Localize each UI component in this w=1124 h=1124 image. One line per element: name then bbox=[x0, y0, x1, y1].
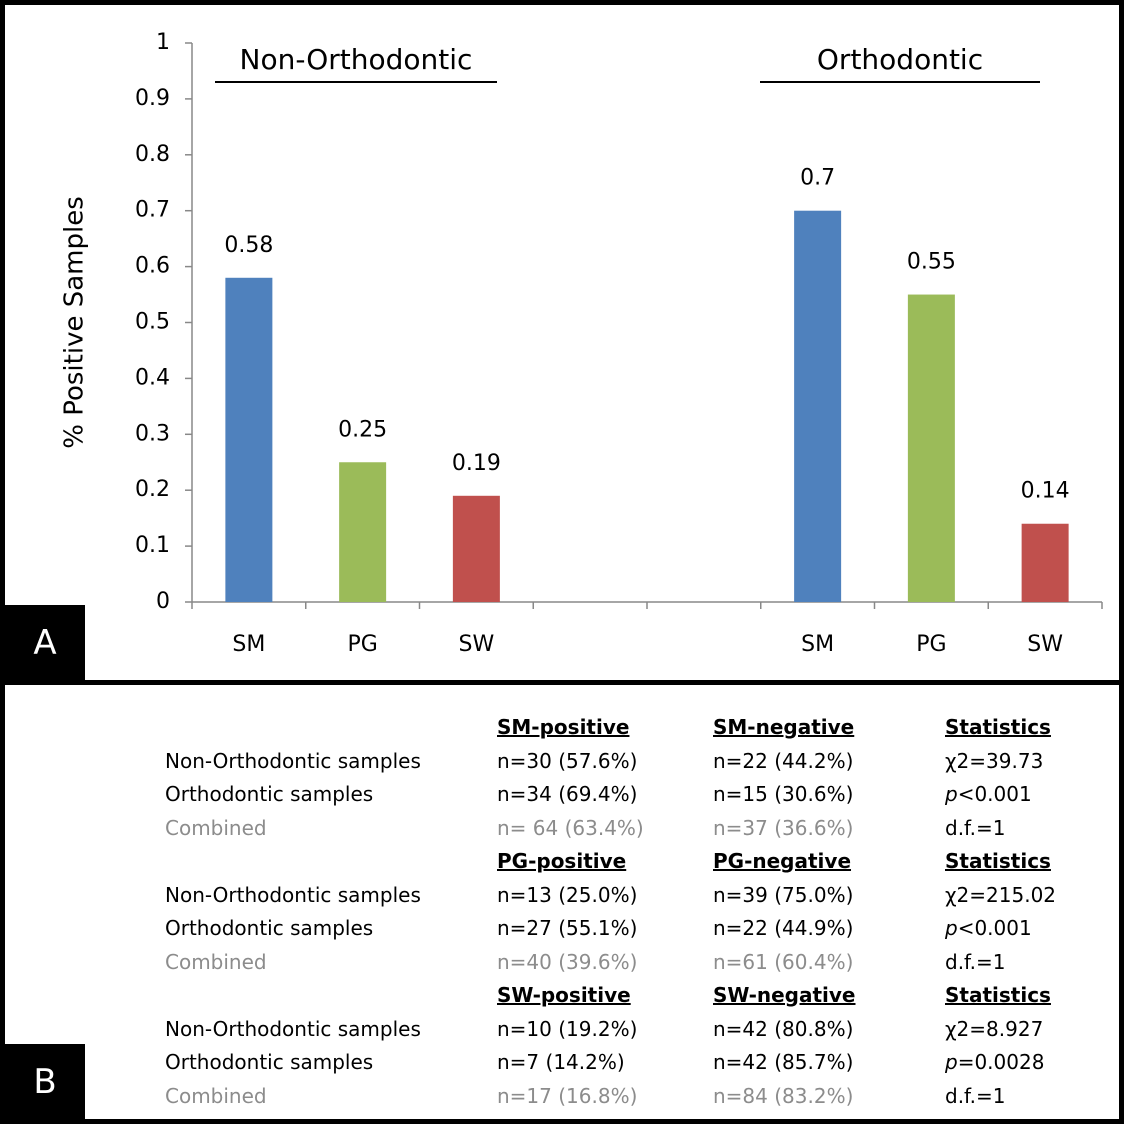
table-cell: n=84 (83.2%) bbox=[713, 1083, 854, 1108]
panel-label: B bbox=[5, 1044, 85, 1119]
column-header: PG-positive bbox=[497, 849, 627, 873]
table-cell: Combined bbox=[165, 949, 267, 974]
table-cell: Non-Orthodontic samples bbox=[165, 882, 421, 907]
table-cell: χ2=215.02 bbox=[945, 882, 1057, 907]
y-tick-label: 1 bbox=[156, 30, 170, 55]
column-header: SM-positive bbox=[497, 715, 630, 739]
table-cell: n=13 (25.0%) bbox=[497, 882, 638, 907]
y-tick-label: 0.6 bbox=[135, 254, 170, 279]
table-cell: n=30 (57.6%) bbox=[497, 748, 638, 773]
x-tick-label: SW bbox=[459, 632, 495, 657]
group-title: Non-Orthodontic bbox=[240, 43, 473, 76]
table-cell: χ2=39.73 bbox=[945, 748, 1044, 773]
table-cell: n=22 (44.9%) bbox=[713, 916, 854, 940]
chart: 0 0.1 0.2 0.3 0.4 0.5 0.6 0.7 0.8 0.9 1 % Positive … bbox=[60, 30, 1103, 657]
table-cell: χ2=8.927 bbox=[945, 1016, 1044, 1041]
table-cell: p<0.001 bbox=[945, 916, 1032, 940]
table-cell: Orthodontic samples bbox=[165, 916, 374, 940]
table-cell: n= 64 (63.4%) bbox=[497, 815, 644, 840]
table-cell: n=40 (39.6%) bbox=[497, 949, 638, 974]
panel-label: A bbox=[5, 605, 85, 680]
table-cell: Non-Orthodontic samples bbox=[165, 1016, 421, 1041]
y-tick-label: 0.1 bbox=[135, 533, 170, 558]
x-tick-label: SW bbox=[1027, 632, 1063, 657]
column-header: PG-negative bbox=[713, 849, 852, 873]
table-cell: n=39 (75.0%) bbox=[713, 882, 854, 907]
data-label: 0.58 bbox=[224, 233, 273, 258]
table-cell: n=34 (69.4%) bbox=[497, 782, 638, 806]
bar bbox=[339, 462, 387, 602]
bar bbox=[225, 277, 273, 602]
y-tick-label: 0 bbox=[156, 589, 170, 614]
data-label: 0.7 bbox=[800, 166, 835, 191]
table-cell: d.f.=1 bbox=[945, 815, 1006, 840]
bar bbox=[907, 294, 955, 602]
column-header: Statistics bbox=[945, 715, 1051, 739]
table-cell: p=0.0028 bbox=[945, 1050, 1045, 1074]
table-cell: d.f.=1 bbox=[945, 1083, 1006, 1108]
y-tick-label: 0.3 bbox=[135, 421, 170, 446]
x-tick-label: PG bbox=[916, 632, 946, 657]
table-cell: n=37 (36.6%) bbox=[713, 815, 854, 840]
column-header: SW-negative bbox=[713, 983, 856, 1007]
bar bbox=[452, 495, 500, 602]
table-cell: n=7 (14.2%) bbox=[497, 1050, 625, 1074]
table-cell: n=22 (44.2%) bbox=[713, 748, 854, 773]
column-header: Statistics bbox=[945, 849, 1051, 873]
table-cell: Combined bbox=[165, 815, 267, 840]
table-cell: Non-Orthodontic samples bbox=[165, 748, 421, 773]
bar bbox=[1021, 523, 1069, 602]
table-cell: n=15 (30.6%) bbox=[713, 782, 854, 806]
table-cell: p<0.001 bbox=[945, 782, 1032, 806]
y-tick-label: 0.4 bbox=[135, 365, 170, 390]
panel-divider bbox=[5, 680, 1119, 685]
table-cell: n=42 (80.8%) bbox=[713, 1016, 854, 1041]
column-header: SM-negative bbox=[713, 715, 855, 739]
column-header: SW-positive bbox=[497, 983, 631, 1007]
x-tick-label: SM bbox=[801, 632, 834, 657]
y-tick-label: 0.8 bbox=[135, 142, 170, 167]
y-tick-label: 0.7 bbox=[135, 198, 170, 223]
y-tick-label: 0.5 bbox=[135, 310, 170, 335]
table-cell: Orthodontic samples bbox=[165, 1050, 374, 1074]
x-tick-label: SM bbox=[232, 632, 265, 657]
table-cell: Orthodontic samples bbox=[165, 782, 374, 806]
column-header: Statistics bbox=[945, 983, 1051, 1007]
group-title: Orthodontic bbox=[817, 43, 983, 76]
data-label: 0.55 bbox=[907, 250, 956, 275]
y-tick-label: 0.9 bbox=[135, 86, 170, 111]
y-tick-label: 0.2 bbox=[135, 477, 170, 502]
table-cell: n=61 (60.4%) bbox=[713, 949, 854, 974]
table-cell: n=27 (55.1%) bbox=[497, 916, 638, 940]
bar bbox=[794, 210, 842, 602]
table-cell: Combined bbox=[165, 1083, 267, 1108]
table-cell: n=10 (19.2%) bbox=[497, 1016, 638, 1041]
data-label: 0.14 bbox=[1021, 479, 1070, 504]
table-cell: n=42 (85.7%) bbox=[713, 1050, 854, 1074]
y-axis-label: % Positive Samples bbox=[60, 196, 90, 449]
table-cell: d.f.=1 bbox=[945, 949, 1006, 974]
table-cell: n=17 (16.8%) bbox=[497, 1083, 638, 1108]
x-tick-label: PG bbox=[347, 632, 377, 657]
data-label: 0.19 bbox=[452, 451, 501, 476]
data-label: 0.25 bbox=[338, 417, 387, 442]
